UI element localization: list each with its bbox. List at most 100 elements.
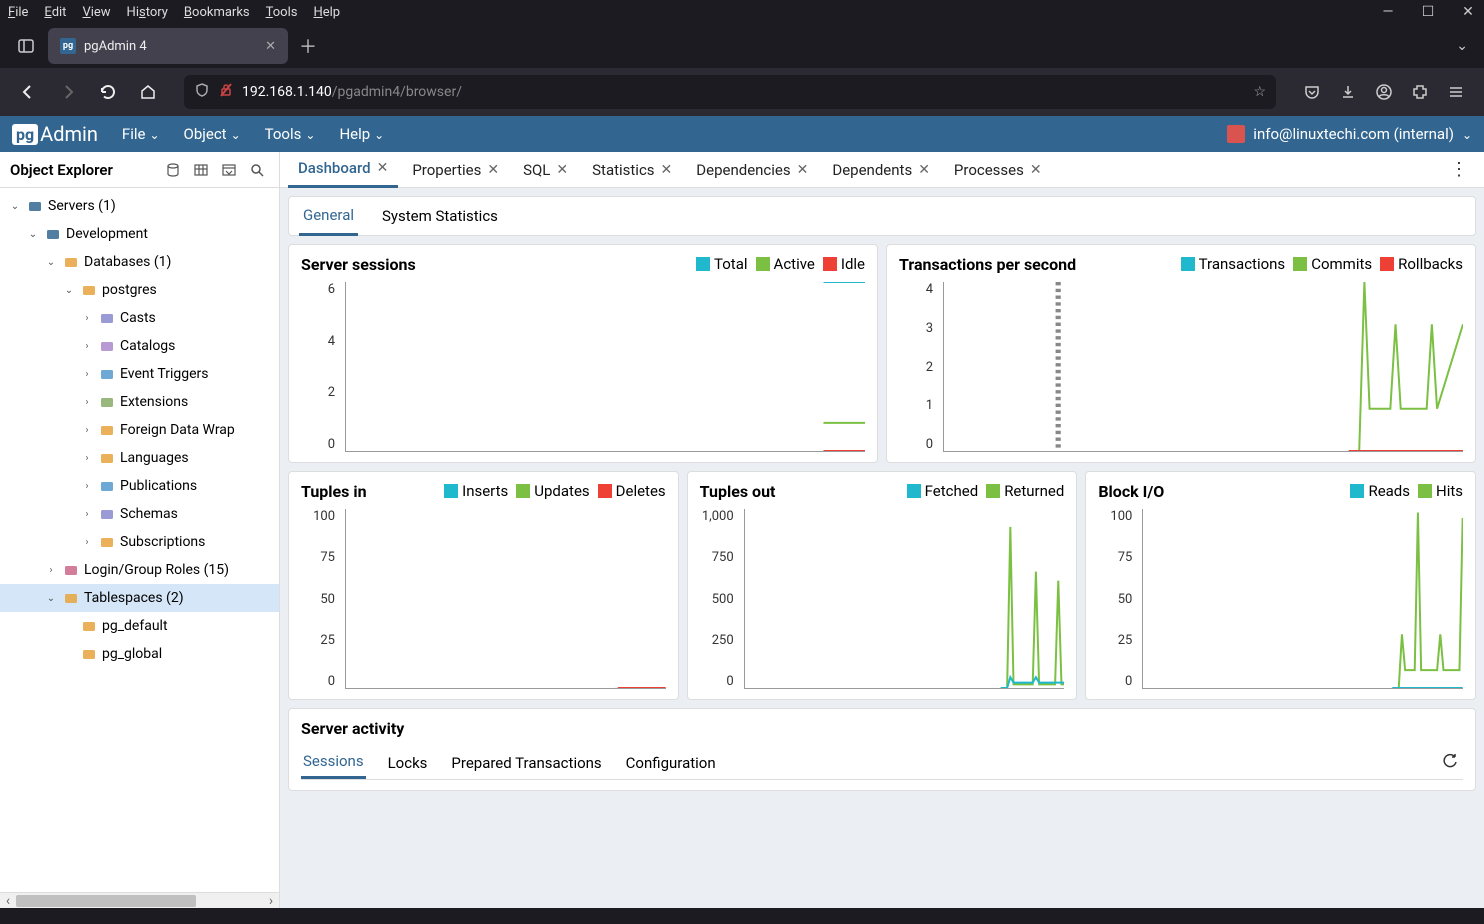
tree-item[interactable]: ⌄Tablespaces (2)	[0, 584, 279, 612]
home-button[interactable]	[132, 76, 164, 108]
tabs-dropdown-icon[interactable]: ⌄	[1448, 30, 1476, 62]
tree-item[interactable]: ›Extensions	[0, 388, 279, 416]
horizontal-scrollbar[interactable]: ‹ ›	[0, 892, 279, 908]
content-tab-properties[interactable]: Properties✕	[402, 152, 509, 188]
tree-chevron-icon[interactable]: ⌄	[26, 229, 40, 240]
url-bar[interactable]: 192.168.1.140/pgadmin4/browser/ ☆	[184, 75, 1276, 109]
sub-tab-general[interactable]: General	[299, 196, 358, 236]
menu-view[interactable]: View	[82, 5, 110, 20]
oe-tool-db-icon[interactable]	[161, 158, 185, 182]
tree-chevron-icon[interactable]: ›	[80, 453, 94, 464]
maximize-button[interactable]: ☐	[1420, 4, 1436, 20]
tree-label: Development	[66, 226, 148, 242]
content-tab-dashboard[interactable]: Dashboard✕	[288, 152, 398, 188]
menu-file[interactable]: File	[8, 5, 28, 20]
oe-tool-search-icon[interactable]	[245, 158, 269, 182]
content-kebab-menu[interactable]: ⋮	[1442, 159, 1476, 180]
menu-help[interactable]: Help	[313, 5, 340, 20]
tree-item[interactable]: ⌄postgres	[0, 276, 279, 304]
browser-tab[interactable]: pg pgAdmin 4 ✕	[48, 28, 288, 64]
tab-close-icon[interactable]: ✕	[556, 162, 568, 178]
tree-chevron-icon[interactable]: ›	[80, 341, 94, 352]
tree-item[interactable]: pg_global	[0, 640, 279, 668]
bookmark-star-icon[interactable]: ☆	[1253, 84, 1266, 100]
content-tab-sql[interactable]: SQL✕	[513, 152, 578, 188]
tree-item[interactable]: ⌄Databases (1)	[0, 248, 279, 276]
scroll-thumb[interactable]	[16, 895, 196, 907]
pgadmin-menu-tools[interactable]: Tools	[265, 125, 316, 143]
content-tab-processes[interactable]: Processes✕	[944, 152, 1052, 188]
tree-chevron-icon[interactable]: ⌄	[44, 257, 58, 268]
tree-chevron-icon[interactable]: ›	[80, 397, 94, 408]
menu-bookmarks[interactable]: Bookmarks	[184, 5, 250, 20]
user-menu[interactable]: info@linuxtechi.com (internal)	[1227, 125, 1472, 143]
forward-button[interactable]	[52, 76, 84, 108]
tab-close-icon[interactable]: ✕	[487, 162, 499, 178]
shield-icon[interactable]	[194, 82, 210, 102]
downloads-icon[interactable]	[1332, 76, 1364, 108]
activity-tab-sessions[interactable]: Sessions	[301, 746, 366, 779]
menu-history[interactable]: History	[127, 5, 168, 20]
tree-item[interactable]: ›Login/Group Roles (15)	[0, 556, 279, 584]
content-tab-statistics[interactable]: Statistics✕	[582, 152, 682, 188]
content-tab-dependencies[interactable]: Dependencies✕	[686, 152, 818, 188]
menu-tools[interactable]: Tools	[266, 5, 298, 20]
object-tree[interactable]: ⌄Servers (1)⌄Development⌄Databases (1)⌄p…	[0, 188, 279, 892]
back-button[interactable]	[12, 76, 44, 108]
legend-item: Fetched	[907, 482, 979, 500]
oe-tool-filter-icon[interactable]	[217, 158, 241, 182]
minimize-button[interactable]: —	[1380, 4, 1396, 20]
tree-item[interactable]: ⌄ Development	[0, 220, 279, 248]
tree-item[interactable]: ⌄Servers (1)	[0, 192, 279, 220]
tree-item[interactable]: ›Publications	[0, 472, 279, 500]
tree-item[interactable]: ›Catalogs	[0, 332, 279, 360]
tree-chevron-icon[interactable]: ›	[80, 425, 94, 436]
tree-chevron-icon[interactable]: ›	[80, 481, 94, 492]
tree-chevron-icon[interactable]: ⌄	[44, 593, 58, 604]
tree-item[interactable]: ›Foreign Data Wrap	[0, 416, 279, 444]
new-tab-button[interactable]: ＋	[292, 30, 324, 62]
tree-item[interactable]: ›Event Triggers	[0, 360, 279, 388]
tree-chevron-icon[interactable]: ›	[80, 313, 94, 324]
tree-item[interactable]: ›Languages	[0, 444, 279, 472]
legend-label: Idle	[841, 255, 865, 273]
scroll-right-icon[interactable]: ›	[263, 893, 279, 909]
tab-close-icon[interactable]: ✕	[1030, 162, 1042, 178]
tab-close-icon[interactable]: ✕	[797, 162, 809, 178]
reload-button[interactable]	[92, 76, 124, 108]
tab-close-icon[interactable]: ✕	[661, 162, 673, 178]
pgadmin-menu-help[interactable]: Help	[339, 125, 384, 143]
sub-tab-system-statistics[interactable]: System Statistics	[378, 196, 502, 236]
tree-chevron-icon[interactable]: ›	[80, 537, 94, 548]
activity-tab-prepared-transactions[interactable]: Prepared Transactions	[449, 748, 603, 778]
tree-item[interactable]: ›Subscriptions	[0, 528, 279, 556]
tree-chevron-icon[interactable]: ›	[80, 369, 94, 380]
account-icon[interactable]	[1368, 76, 1400, 108]
extensions-icon[interactable]	[1404, 76, 1436, 108]
pgadmin-menu-object[interactable]: Object	[184, 125, 241, 143]
tab-close-icon[interactable]: ✕	[918, 162, 930, 178]
menu-edit[interactable]: Edit	[44, 5, 66, 20]
sidebar-toggle-icon[interactable]	[8, 28, 44, 64]
oe-tool-grid-icon[interactable]	[189, 158, 213, 182]
tab-close-icon[interactable]: ✕	[377, 160, 389, 176]
legend-label: Total	[714, 255, 748, 273]
tree-item[interactable]: ›Schemas	[0, 500, 279, 528]
insecure-lock-icon[interactable]	[218, 82, 234, 102]
close-window-button[interactable]: ✕	[1460, 4, 1476, 20]
content-tab-dependents[interactable]: Dependents✕	[822, 152, 940, 188]
scroll-left-icon[interactable]: ‹	[0, 893, 16, 909]
tree-item[interactable]: pg_default	[0, 612, 279, 640]
pgadmin-menu-file[interactable]: File	[122, 125, 160, 143]
tree-chevron-icon[interactable]: ›	[80, 509, 94, 520]
activity-refresh-icon[interactable]	[1437, 748, 1463, 778]
tree-chevron-icon[interactable]: ⌄	[62, 285, 76, 296]
activity-tab-locks[interactable]: Locks	[386, 748, 430, 778]
tree-chevron-icon[interactable]: ›	[44, 565, 58, 576]
tree-item[interactable]: ›Casts	[0, 304, 279, 332]
pocket-icon[interactable]	[1296, 76, 1328, 108]
tree-chevron-icon[interactable]: ⌄	[8, 201, 22, 212]
activity-tab-configuration[interactable]: Configuration	[624, 748, 718, 778]
hamburger-menu-icon[interactable]	[1440, 76, 1472, 108]
tab-close-icon[interactable]: ✕	[265, 39, 276, 54]
